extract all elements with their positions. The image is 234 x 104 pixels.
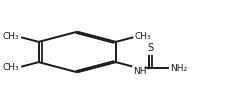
Text: CH₃: CH₃: [3, 63, 20, 72]
Text: CH₃: CH₃: [3, 32, 20, 41]
Text: S: S: [148, 43, 154, 53]
Text: NH₂: NH₂: [170, 64, 187, 73]
Text: NH: NH: [133, 67, 147, 76]
Text: CH₃: CH₃: [135, 32, 152, 41]
